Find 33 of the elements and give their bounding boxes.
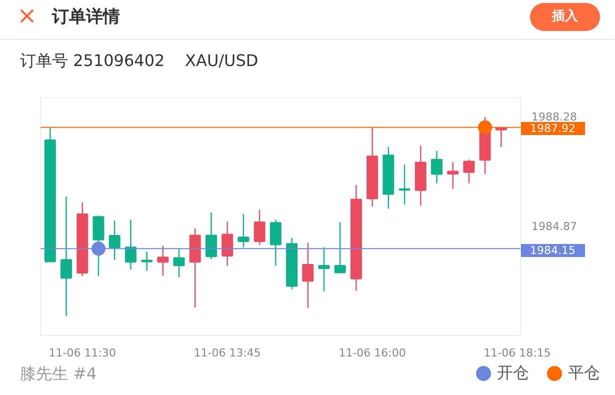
candlestick <box>173 248 185 278</box>
candlestick <box>108 220 120 261</box>
legend-label: 开仓 <box>496 362 529 384</box>
x-tick-label: 11-06 11:30 <box>48 346 116 360</box>
text: 膝先生 #4 <box>20 363 97 385</box>
candlestick <box>270 219 282 266</box>
y-tick-label: 1984.87 <box>532 220 577 234</box>
candlestick <box>302 242 314 309</box>
candlestick <box>431 150 442 184</box>
candlestick <box>141 250 153 272</box>
candlestick <box>124 219 136 270</box>
x-tick-label: 11-06 16:00 <box>338 346 406 360</box>
candlestick <box>238 213 250 248</box>
candlestick <box>157 245 169 276</box>
chart-title: 订单详情 <box>52 6 120 29</box>
candlestick <box>205 212 217 260</box>
candlestick <box>92 214 104 277</box>
candlestick <box>222 221 234 266</box>
x-tick-label: 11-06 18:15 <box>484 346 551 360</box>
candlestick <box>398 164 410 206</box>
candlestick <box>318 246 330 292</box>
legend-label: 平仓 <box>567 362 600 384</box>
ref-line-label: 1987.92 <box>521 122 584 135</box>
candlestick <box>254 209 266 246</box>
chart-subtitle: 订单号 251096402 XAU/USD <box>19 50 258 72</box>
candlestick <box>447 162 459 190</box>
text: 插入 <box>530 3 600 31</box>
candlestick <box>463 158 475 184</box>
candlestick <box>60 196 72 316</box>
ref-line-label: 1984.15 <box>521 244 584 257</box>
candlestick <box>334 222 346 274</box>
y-tick-label: 1988.28 <box>532 110 577 124</box>
x-tick-label: 11-06 13:45 <box>194 346 261 360</box>
